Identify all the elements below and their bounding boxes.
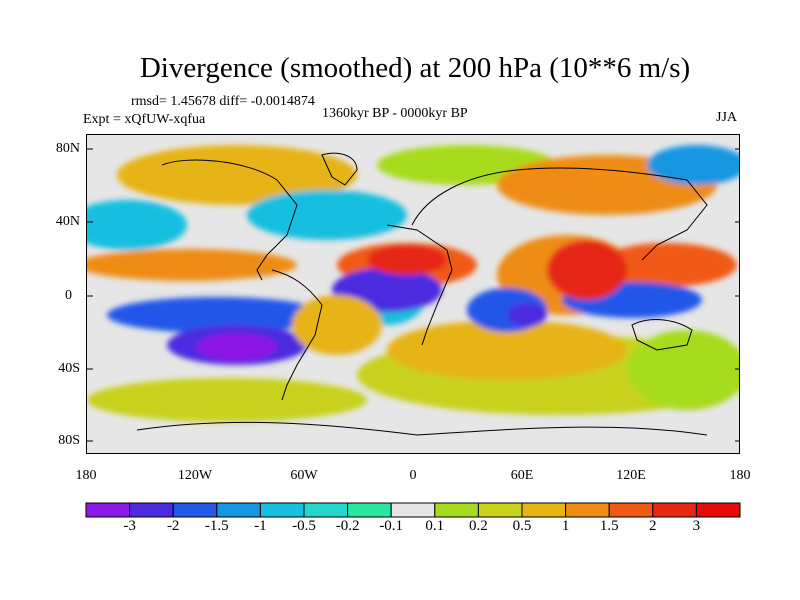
colorbar-swatch	[85, 502, 131, 518]
divergence-contour-fills	[87, 145, 739, 422]
colorbar-label: -1	[254, 518, 267, 534]
colorbar-label: 0.2	[469, 518, 488, 534]
colorbar-swatch	[565, 502, 610, 518]
x-tick-label: 180	[75, 468, 97, 483]
colorbar-swatch	[695, 502, 741, 518]
greenland-outline	[321, 152, 358, 186]
colorbar-swatch	[216, 502, 261, 518]
x-tick-label: 60E	[510, 468, 534, 483]
colorbar-swatch	[303, 502, 349, 518]
colorbar-label: -1.5	[204, 518, 229, 534]
colorbar-swatch	[477, 502, 523, 518]
colorbar-label: 2	[649, 518, 657, 534]
colorbar-label: -2	[166, 518, 180, 534]
period-label: 1360kyr BP - 0000kyr BP	[322, 106, 468, 121]
x-tick-label: 0	[409, 468, 417, 483]
colorbar-label: 1.5	[599, 518, 619, 534]
y-tick-label: 40S	[58, 361, 80, 376]
graticule-ticks	[87, 148, 739, 442]
colorbar-label: -0.1	[379, 518, 404, 534]
colorbar-label: 0.5	[512, 518, 532, 534]
colorbar-swatch	[390, 502, 436, 518]
colorbar-swatch	[129, 502, 174, 518]
colorbar-label: -0.2	[335, 518, 360, 534]
colorbar-label: -3	[123, 518, 136, 534]
plot-title: Divergence (smoothed) at 200 hPa (10**6 …	[139, 52, 691, 84]
colorbar-swatch	[172, 502, 218, 518]
y-tick-label: 0	[65, 288, 72, 303]
colorbar-label: 1	[561, 518, 570, 534]
x-tick-label: 120E	[616, 468, 646, 483]
colorbar-label: 3	[692, 518, 701, 534]
y-tick-label: 80N	[55, 141, 80, 156]
x-tick-label: 60W	[290, 468, 318, 483]
divergence-map	[86, 134, 740, 454]
season-label: JJA	[716, 110, 738, 125]
x-tick-label: 120W	[177, 468, 213, 483]
colorbar-swatch	[259, 502, 305, 518]
colorbar-label: 0.1	[425, 518, 445, 534]
colorbar-swatch	[608, 502, 654, 518]
x-tick-label: 180	[729, 468, 751, 483]
y-tick-label: 40N	[55, 214, 80, 229]
colorbar-swatch	[434, 502, 479, 518]
y-tick-label: 80S	[58, 433, 80, 448]
colorbar-label: -0.5	[292, 518, 316, 534]
stats-line: rmsd= 1.45678 diff= -0.0014874	[131, 94, 315, 109]
colorbar-swatch	[652, 502, 697, 518]
experiment-label: Expt = xQfUW-xqfua	[83, 112, 206, 127]
colorbar-swatch	[347, 502, 392, 518]
colorbar-swatch	[521, 502, 567, 518]
coastlines	[136, 159, 708, 436]
divergence-field	[87, 135, 739, 453]
